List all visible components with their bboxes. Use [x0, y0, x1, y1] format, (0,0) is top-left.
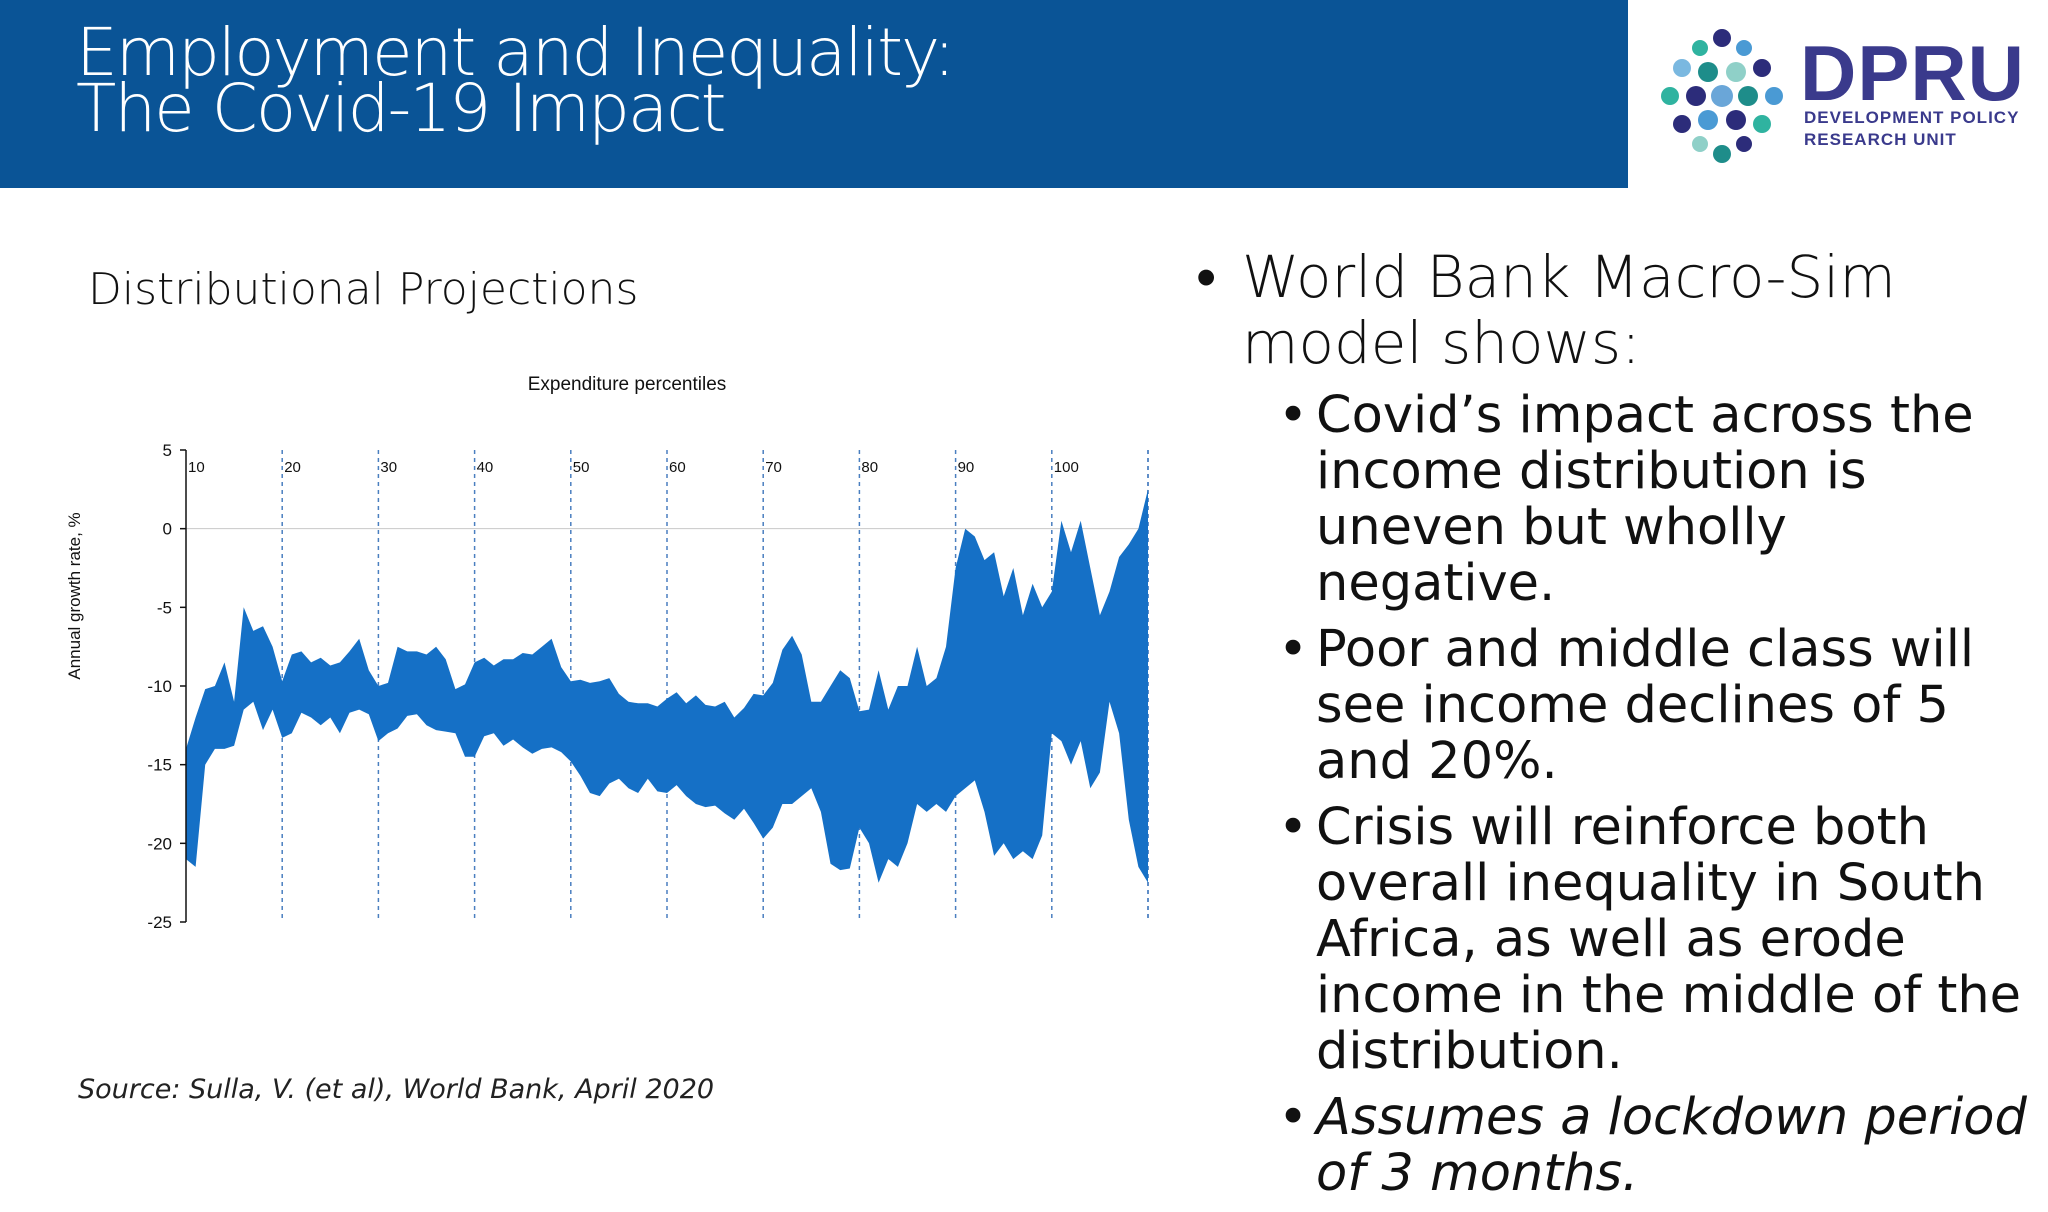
dpru-logo-mark-icon [1661, 29, 1783, 163]
logo-subtitle-line2: RESEARCH UNIT [1804, 130, 1957, 149]
percentile-label: 50 [573, 459, 590, 476]
slide-title: Employment and Inequality: [76, 14, 956, 91]
bullet-dot: • [1278, 798, 1309, 857]
bullet-dot: • [1278, 620, 1309, 679]
bullet-dot: • [1278, 1088, 1309, 1147]
y-tick-label: -5 [157, 598, 172, 617]
bullet-list: World Bank Macro-Sim model shows: •Covid… [1196, 244, 2036, 1212]
percentile-label: 30 [380, 459, 397, 476]
projection-band [186, 489, 1148, 883]
y-tick-label: 0 [163, 520, 172, 539]
logo-wordmark: DPRU [1800, 29, 2026, 117]
percentile-label: 20 [284, 459, 301, 476]
sub-bullet-text: Covid’s impact across the income distrib… [1316, 386, 1974, 613]
y-tick-label: -25 [147, 913, 172, 932]
sub-bullet-text: Assumes a lockdown period of 3 months. [1316, 1088, 2027, 1203]
y-tick-label: -15 [147, 756, 172, 775]
logo-subtitle-line1: DEVELOPMENT POLICY [1804, 108, 2020, 127]
dpru-logo: DPRU DEVELOPMENT POLICY RESEARCH UNIT [1652, 26, 2042, 166]
percentile-label: 70 [765, 459, 782, 476]
y-tick-label: -10 [147, 677, 172, 696]
sub-bullet: • Covid’s impact across the income distri… [1196, 388, 2036, 612]
y-tick-label: -20 [147, 834, 172, 853]
percentile-label: 60 [669, 459, 686, 476]
sub-bullet: • Crisis will reinforce both overall ineq… [1196, 800, 2036, 1080]
section-title: Distributional Projections [88, 264, 639, 315]
percentile-label: 80 [861, 459, 878, 476]
bullet-dot: • [1278, 386, 1309, 445]
sub-bullet: • Poor and middle class will see income d… [1196, 622, 2036, 790]
sub-bullet-list: • Covid’s impact across the income distri… [1196, 388, 2036, 1202]
source-citation: Source: Sulla, V. (et al), World Bank, A… [78, 1074, 715, 1105]
sub-bullet: • Assumes a lockdown period of 3 months. [1196, 1090, 2036, 1202]
percentile-label: 90 [958, 459, 975, 476]
header-band: Employment and Inequality: The Covid-19 … [0, 0, 1628, 188]
sub-bullet-text: Crisis will reinforce both overall inequ… [1316, 798, 2022, 1081]
slide-subtitle: The Covid-19 Impact [76, 70, 727, 147]
y-axis-label: Annual growth rate, % [65, 512, 84, 679]
percentile-label: 10 [188, 459, 205, 476]
main-bullet: World Bank Macro-Sim model shows: [1196, 244, 2036, 376]
sub-bullet-text: Poor and middle class will see income de… [1316, 620, 1975, 791]
y-tick-label: 5 [163, 441, 172, 460]
percentile-label: 100 [1054, 459, 1079, 476]
chart-title: Expenditure percentiles [528, 374, 727, 395]
distribution-chart: Expenditure percentiles Annual growth rat… [65, 374, 1149, 932]
percentile-label: 40 [477, 459, 494, 476]
